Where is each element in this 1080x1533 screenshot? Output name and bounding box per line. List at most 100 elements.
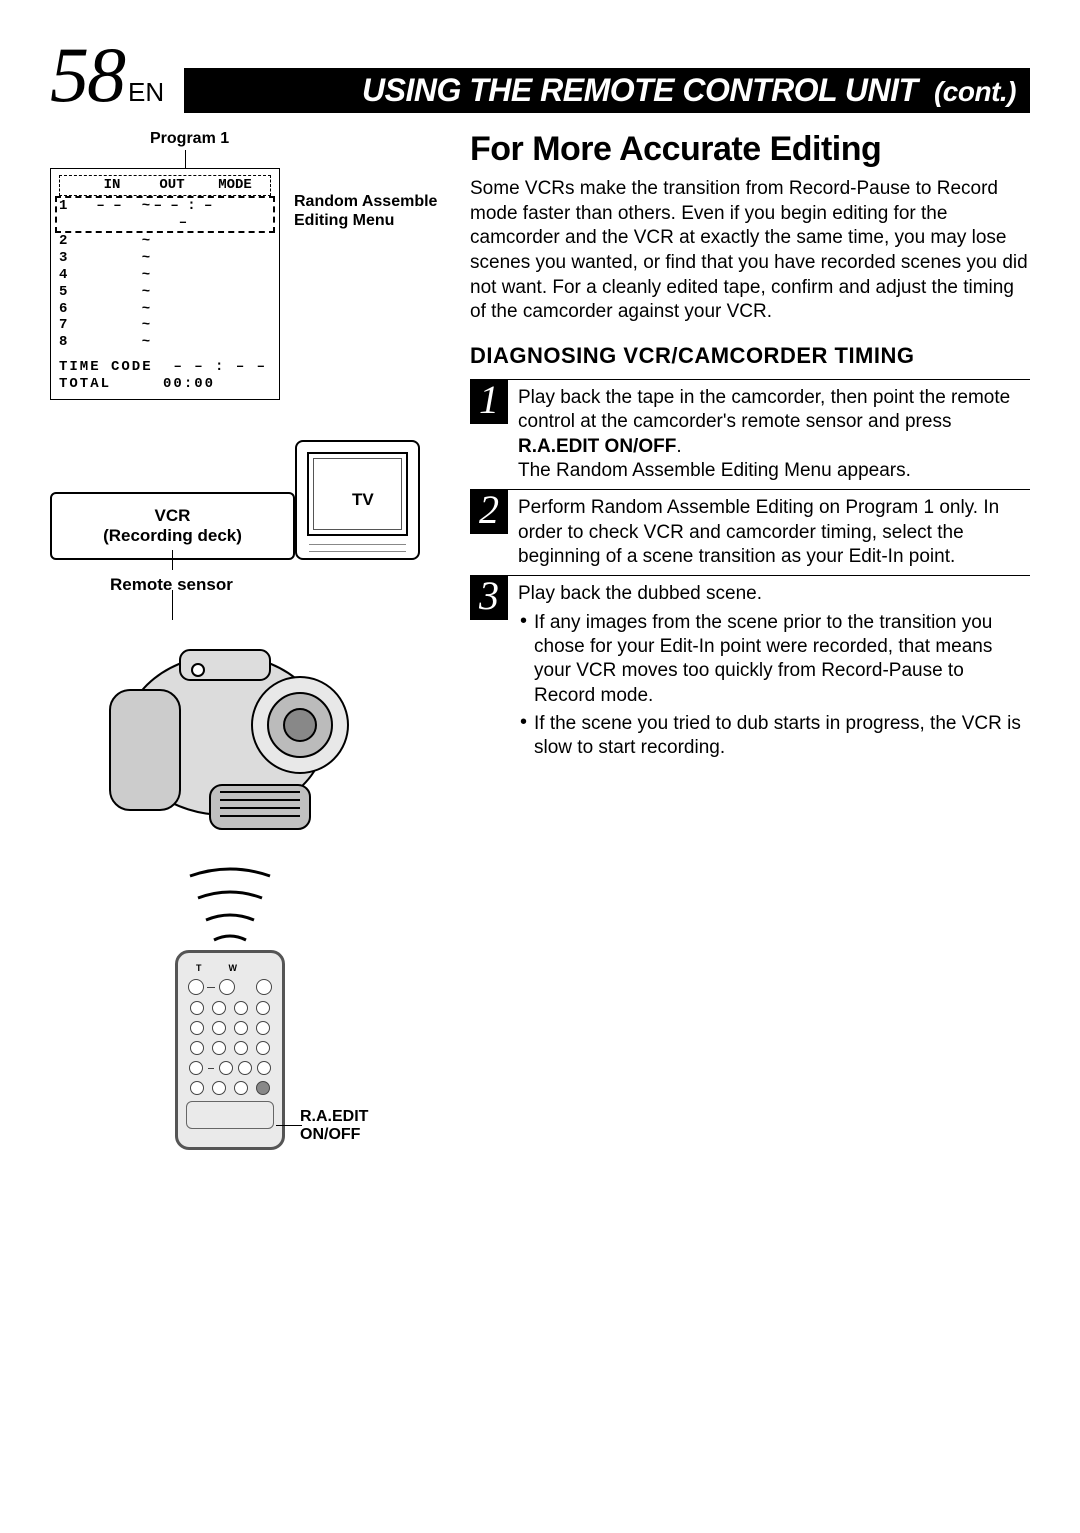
remote-link	[208, 1068, 214, 1075]
remote-button	[219, 1061, 233, 1075]
row-tilde: ~	[139, 334, 153, 351]
menu-col-mode: MODE	[202, 177, 268, 194]
menu-row: 7~	[59, 317, 271, 334]
row-num: 1	[59, 198, 79, 232]
remote-button	[212, 1041, 226, 1055]
row-num: 8	[59, 334, 79, 351]
program-label: Program 1	[150, 130, 440, 148]
remote-button	[256, 1041, 270, 1055]
remote-button	[190, 1021, 204, 1035]
menu-box: IN OUT MODE 1 – – ~ – – : – – 2~ 3~ 4~ 5…	[50, 168, 280, 400]
remote-button	[234, 1081, 248, 1095]
row-num: 5	[59, 284, 79, 301]
total-value: 00:00	[163, 376, 215, 392]
sub-title: DIAGNOSING VCR/CAMCORDER TIMING	[470, 343, 1030, 369]
vcr-pointer-line	[172, 550, 173, 570]
step-number: 2	[470, 490, 508, 534]
remote-row	[186, 1021, 274, 1035]
row-num: 2	[59, 233, 79, 250]
remote-button	[256, 1001, 270, 1015]
remote-button	[189, 1061, 203, 1075]
row-tilde: ~	[139, 317, 153, 334]
row-in	[79, 250, 139, 267]
menu-col-num	[62, 177, 82, 194]
row-tilde: ~	[139, 284, 153, 301]
remote-top-row: T W	[186, 963, 274, 973]
row-tilde: ~	[139, 233, 153, 250]
step-1: 1 Play back the tape in the camcorder, t…	[470, 379, 1030, 483]
remote-button	[190, 1041, 204, 1055]
step1-before: Play back the tape in the camcorder, the…	[518, 387, 1010, 432]
timecode-label: TIME CODE	[59, 359, 153, 375]
intro-text: Some VCRs make the transition from Recor…	[470, 177, 1030, 325]
menu-row: 2~	[59, 233, 271, 250]
step-number: 1	[470, 380, 508, 424]
title-cont: (cont.)	[934, 76, 1016, 107]
remote-bottom-panel	[186, 1101, 274, 1129]
row-num: 6	[59, 301, 79, 318]
row-in	[79, 334, 139, 351]
raedit-pointer-line	[276, 1125, 302, 1126]
step1-after: .	[676, 436, 681, 457]
row-num: 3	[59, 250, 79, 267]
remote-button	[212, 1001, 226, 1015]
remote-control-icon: T W	[175, 950, 285, 1150]
step-text: Perform Random Assemble Editing on Progr…	[518, 496, 1030, 569]
remote-row	[186, 1041, 274, 1055]
row-in	[79, 233, 139, 250]
menu-footer: TIME CODE – – : – – TOTAL 00:00	[59, 359, 271, 393]
content-area: Program 1 IN OUT MODE 1 – – ~ – – : – – …	[50, 130, 1030, 1340]
step-number: 3	[470, 576, 508, 620]
remote-button	[212, 1021, 226, 1035]
vcr-label-line2: (Recording deck)	[103, 526, 242, 545]
vcr-label-line1: VCR	[155, 506, 191, 525]
bullet-item: If any images from the scene prior to th…	[518, 611, 1030, 708]
remote-button	[190, 1081, 204, 1095]
row-tilde: ~	[139, 301, 153, 318]
row-num: 7	[59, 317, 79, 334]
menu-caption-line2: Editing Menu	[294, 212, 394, 229]
remote-button	[256, 1021, 270, 1035]
row-tilde: ~	[139, 250, 153, 267]
step-text: Play back the dubbed scene. If any image…	[518, 582, 1030, 764]
menu-row: 1 – – ~ – – : – –	[55, 196, 275, 234]
row-in	[79, 317, 139, 334]
page-header: 58 EN USING THE REMOTE CONTROL UNIT (con…	[50, 30, 1030, 120]
menu-row: 3~	[59, 250, 271, 267]
row-in	[79, 284, 139, 301]
remote-link	[207, 987, 215, 995]
remote-button	[234, 1041, 248, 1055]
raedit-label: R.A.EDIT ON/OFF	[300, 1108, 368, 1145]
raedit-label-line1: R.A.EDIT	[300, 1108, 368, 1125]
page-number: 58	[50, 30, 124, 120]
timecode-value: – – : – –	[173, 359, 267, 375]
step-3: 3 Play back the dubbed scene. If any ima…	[470, 575, 1030, 764]
remote-row	[186, 1001, 274, 1015]
tv-label: TV	[348, 490, 378, 510]
ir-signal-icon	[180, 866, 280, 946]
remote-button	[234, 1021, 248, 1035]
left-column: Program 1 IN OUT MODE 1 – – ~ – – : – – …	[50, 130, 440, 1340]
remote-row	[186, 979, 274, 995]
row-tilde: ~	[139, 198, 153, 232]
menu-caption: Random Assemble Editing Menu	[294, 192, 437, 230]
camcorder-icon	[70, 600, 370, 870]
remote-button	[257, 1061, 271, 1075]
row-tilde: ~	[139, 267, 153, 284]
menu-row: 4~	[59, 267, 271, 284]
row-in	[79, 267, 139, 284]
step3-bullets: If any images from the scene prior to th…	[518, 611, 1030, 761]
remote-button	[188, 979, 204, 995]
step1-bold: R.A.EDIT ON/OFF	[518, 436, 676, 457]
row-out: – – : – –	[153, 198, 213, 232]
title-text: USING THE REMOTE CONTROL UNIT	[362, 72, 918, 108]
menu-row: 8~	[59, 334, 271, 351]
row-num: 4	[59, 267, 79, 284]
row-in: – –	[79, 198, 139, 232]
section-title: For More Accurate Editing	[470, 130, 1030, 169]
remote-row	[186, 1061, 274, 1075]
bullet-item: If the scene you tried to dub starts in …	[518, 712, 1030, 761]
remote-button	[219, 979, 235, 995]
step-text: Play back the tape in the camcorder, the…	[518, 386, 1030, 483]
row-in	[79, 301, 139, 318]
